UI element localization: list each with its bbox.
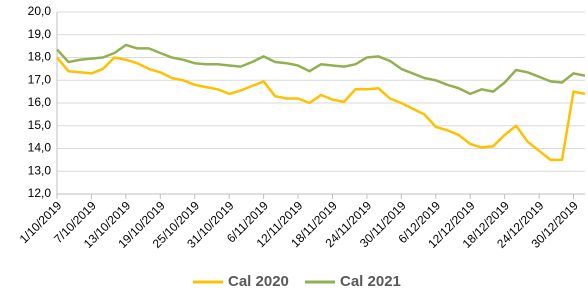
- y-tick-label: 20,0: [28, 4, 52, 18]
- y-tick-label: 16,0: [28, 95, 52, 109]
- y-tick-label: 13,0: [28, 163, 52, 177]
- y-tick-label: 18,0: [28, 50, 52, 64]
- y-tick-label: 14,0: [28, 141, 52, 155]
- line-series: [56, 43, 586, 96]
- legend-label: Cal 2021: [340, 273, 401, 290]
- y-tick-label: 19,0: [28, 27, 52, 41]
- y-tick-label: 12,0: [28, 186, 52, 200]
- legend-label: Cal 2020: [228, 273, 289, 290]
- y-tick-label: 17,0: [28, 72, 52, 86]
- line-series: [56, 56, 586, 162]
- y-tick-label: 15,0: [28, 118, 52, 132]
